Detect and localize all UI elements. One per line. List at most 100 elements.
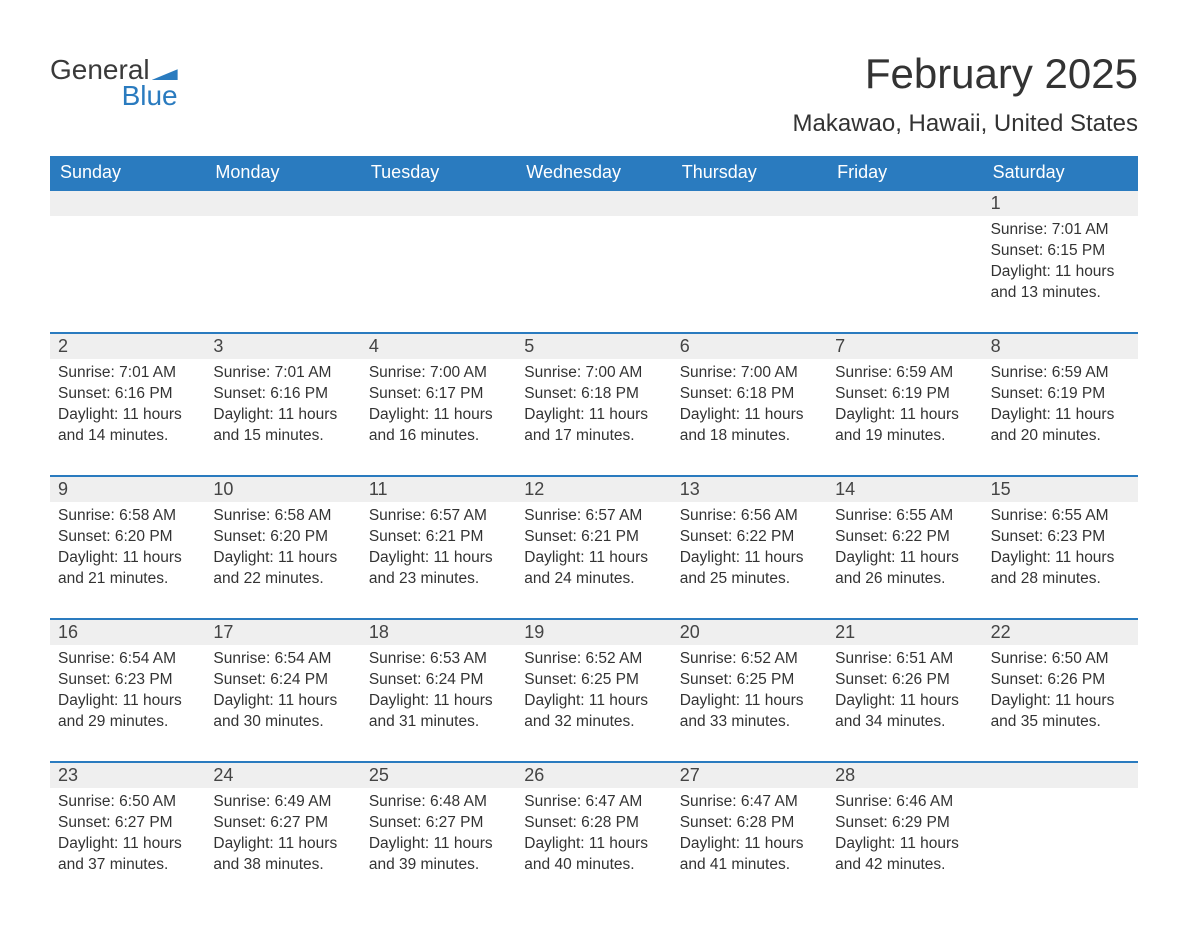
- sunset-text: Sunset: 6:19 PM: [991, 384, 1130, 405]
- sunset-text: Sunset: 6:18 PM: [680, 384, 819, 405]
- daylight-text: Daylight: 11 hours and 41 minutes.: [680, 834, 819, 876]
- day-number: 3: [205, 334, 360, 359]
- daylight-text: Daylight: 11 hours and 35 minutes.: [991, 691, 1130, 733]
- sunrise-text: Sunrise: 6:47 AM: [680, 792, 819, 813]
- day-number: [983, 763, 1138, 788]
- day-number: 4: [361, 334, 516, 359]
- sunset-text: Sunset: 6:29 PM: [835, 813, 974, 834]
- sunset-text: Sunset: 6:16 PM: [213, 384, 352, 405]
- dow-thursday: Thursday: [672, 156, 827, 191]
- day-number: 28: [827, 763, 982, 788]
- sunrise-text: Sunrise: 6:52 AM: [524, 649, 663, 670]
- weeks-container: 1Sunrise: 7:01 AMSunset: 6:15 PMDaylight…: [50, 191, 1138, 904]
- daylight-text: Daylight: 11 hours and 42 minutes.: [835, 834, 974, 876]
- day-cell: Sunrise: 6:47 AMSunset: 6:28 PMDaylight:…: [516, 788, 671, 904]
- sunrise-text: Sunrise: 7:01 AM: [58, 363, 197, 384]
- sunrise-text: Sunrise: 6:57 AM: [524, 506, 663, 527]
- content-row: Sunrise: 6:50 AMSunset: 6:27 PMDaylight:…: [50, 788, 1138, 904]
- day-number: 11: [361, 477, 516, 502]
- day-number: 24: [205, 763, 360, 788]
- daylight-text: Daylight: 11 hours and 39 minutes.: [369, 834, 508, 876]
- sunset-text: Sunset: 6:25 PM: [680, 670, 819, 691]
- content-row: Sunrise: 7:01 AMSunset: 6:16 PMDaylight:…: [50, 359, 1138, 475]
- day-cell: Sunrise: 6:55 AMSunset: 6:22 PMDaylight:…: [827, 502, 982, 618]
- day-number: 5: [516, 334, 671, 359]
- sunset-text: Sunset: 6:24 PM: [213, 670, 352, 691]
- day-number: 17: [205, 620, 360, 645]
- daynum-row: 9101112131415: [50, 477, 1138, 502]
- sunrise-text: Sunrise: 6:55 AM: [991, 506, 1130, 527]
- sunset-text: Sunset: 6:19 PM: [835, 384, 974, 405]
- sunset-text: Sunset: 6:21 PM: [369, 527, 508, 548]
- daylight-text: Daylight: 11 hours and 31 minutes.: [369, 691, 508, 733]
- daylight-text: Daylight: 11 hours and 21 minutes.: [58, 548, 197, 590]
- day-number: 10: [205, 477, 360, 502]
- day-number: 2: [50, 334, 205, 359]
- sunset-text: Sunset: 6:23 PM: [991, 527, 1130, 548]
- day-number: 26: [516, 763, 671, 788]
- day-number: 9: [50, 477, 205, 502]
- sunrise-text: Sunrise: 6:51 AM: [835, 649, 974, 670]
- day-cell: [827, 216, 982, 332]
- daylight-text: Daylight: 11 hours and 17 minutes.: [524, 405, 663, 447]
- day-number: 23: [50, 763, 205, 788]
- sunrise-text: Sunrise: 6:58 AM: [58, 506, 197, 527]
- day-number: 14: [827, 477, 982, 502]
- month-title: February 2025: [793, 50, 1139, 98]
- sunset-text: Sunset: 6:28 PM: [524, 813, 663, 834]
- day-cell: Sunrise: 6:54 AMSunset: 6:23 PMDaylight:…: [50, 645, 205, 761]
- dow-sunday: Sunday: [50, 156, 205, 191]
- day-cell: [672, 216, 827, 332]
- sunset-text: Sunset: 6:20 PM: [213, 527, 352, 548]
- day-number: 15: [983, 477, 1138, 502]
- title-block: February 2025 Makawao, Hawaii, United St…: [793, 50, 1139, 138]
- sunset-text: Sunset: 6:18 PM: [524, 384, 663, 405]
- day-cell: Sunrise: 7:00 AMSunset: 6:18 PMDaylight:…: [672, 359, 827, 475]
- sunset-text: Sunset: 6:24 PM: [369, 670, 508, 691]
- week-row: 2345678Sunrise: 7:01 AMSunset: 6:16 PMDa…: [50, 332, 1138, 475]
- flag-icon: [152, 62, 178, 80]
- daylight-text: Daylight: 11 hours and 22 minutes.: [213, 548, 352, 590]
- dow-header-row: Sunday Monday Tuesday Wednesday Thursday…: [50, 156, 1138, 191]
- day-cell: Sunrise: 7:00 AMSunset: 6:17 PMDaylight:…: [361, 359, 516, 475]
- daylight-text: Daylight: 11 hours and 23 minutes.: [369, 548, 508, 590]
- dow-monday: Monday: [205, 156, 360, 191]
- day-cell: Sunrise: 6:49 AMSunset: 6:27 PMDaylight:…: [205, 788, 360, 904]
- sunrise-text: Sunrise: 6:56 AM: [680, 506, 819, 527]
- sunrise-text: Sunrise: 6:59 AM: [835, 363, 974, 384]
- daylight-text: Daylight: 11 hours and 29 minutes.: [58, 691, 197, 733]
- dow-saturday: Saturday: [983, 156, 1138, 191]
- sunrise-text: Sunrise: 6:59 AM: [991, 363, 1130, 384]
- day-cell: Sunrise: 6:46 AMSunset: 6:29 PMDaylight:…: [827, 788, 982, 904]
- daylight-text: Daylight: 11 hours and 37 minutes.: [58, 834, 197, 876]
- day-cell: Sunrise: 7:00 AMSunset: 6:18 PMDaylight:…: [516, 359, 671, 475]
- calendar: Sunday Monday Tuesday Wednesday Thursday…: [50, 156, 1138, 904]
- daylight-text: Daylight: 11 hours and 16 minutes.: [369, 405, 508, 447]
- day-cell: [516, 216, 671, 332]
- day-cell: Sunrise: 6:59 AMSunset: 6:19 PMDaylight:…: [827, 359, 982, 475]
- day-cell: [205, 216, 360, 332]
- sunset-text: Sunset: 6:22 PM: [835, 527, 974, 548]
- sunset-text: Sunset: 6:20 PM: [58, 527, 197, 548]
- sunset-text: Sunset: 6:28 PM: [680, 813, 819, 834]
- sunrise-text: Sunrise: 6:46 AM: [835, 792, 974, 813]
- daylight-text: Daylight: 11 hours and 40 minutes.: [524, 834, 663, 876]
- day-number: 27: [672, 763, 827, 788]
- day-number: 13: [672, 477, 827, 502]
- dow-wednesday: Wednesday: [516, 156, 671, 191]
- day-cell: Sunrise: 6:50 AMSunset: 6:26 PMDaylight:…: [983, 645, 1138, 761]
- day-cell: Sunrise: 6:54 AMSunset: 6:24 PMDaylight:…: [205, 645, 360, 761]
- sunset-text: Sunset: 6:21 PM: [524, 527, 663, 548]
- day-number: 19: [516, 620, 671, 645]
- daylight-text: Daylight: 11 hours and 15 minutes.: [213, 405, 352, 447]
- day-number: 7: [827, 334, 982, 359]
- daylight-text: Daylight: 11 hours and 13 minutes.: [991, 262, 1130, 304]
- sunrise-text: Sunrise: 7:01 AM: [213, 363, 352, 384]
- day-cell: Sunrise: 6:57 AMSunset: 6:21 PMDaylight:…: [516, 502, 671, 618]
- day-number: 22: [983, 620, 1138, 645]
- sunset-text: Sunset: 6:27 PM: [58, 813, 197, 834]
- day-number: 20: [672, 620, 827, 645]
- daylight-text: Daylight: 11 hours and 19 minutes.: [835, 405, 974, 447]
- day-number: 18: [361, 620, 516, 645]
- sunrise-text: Sunrise: 6:48 AM: [369, 792, 508, 813]
